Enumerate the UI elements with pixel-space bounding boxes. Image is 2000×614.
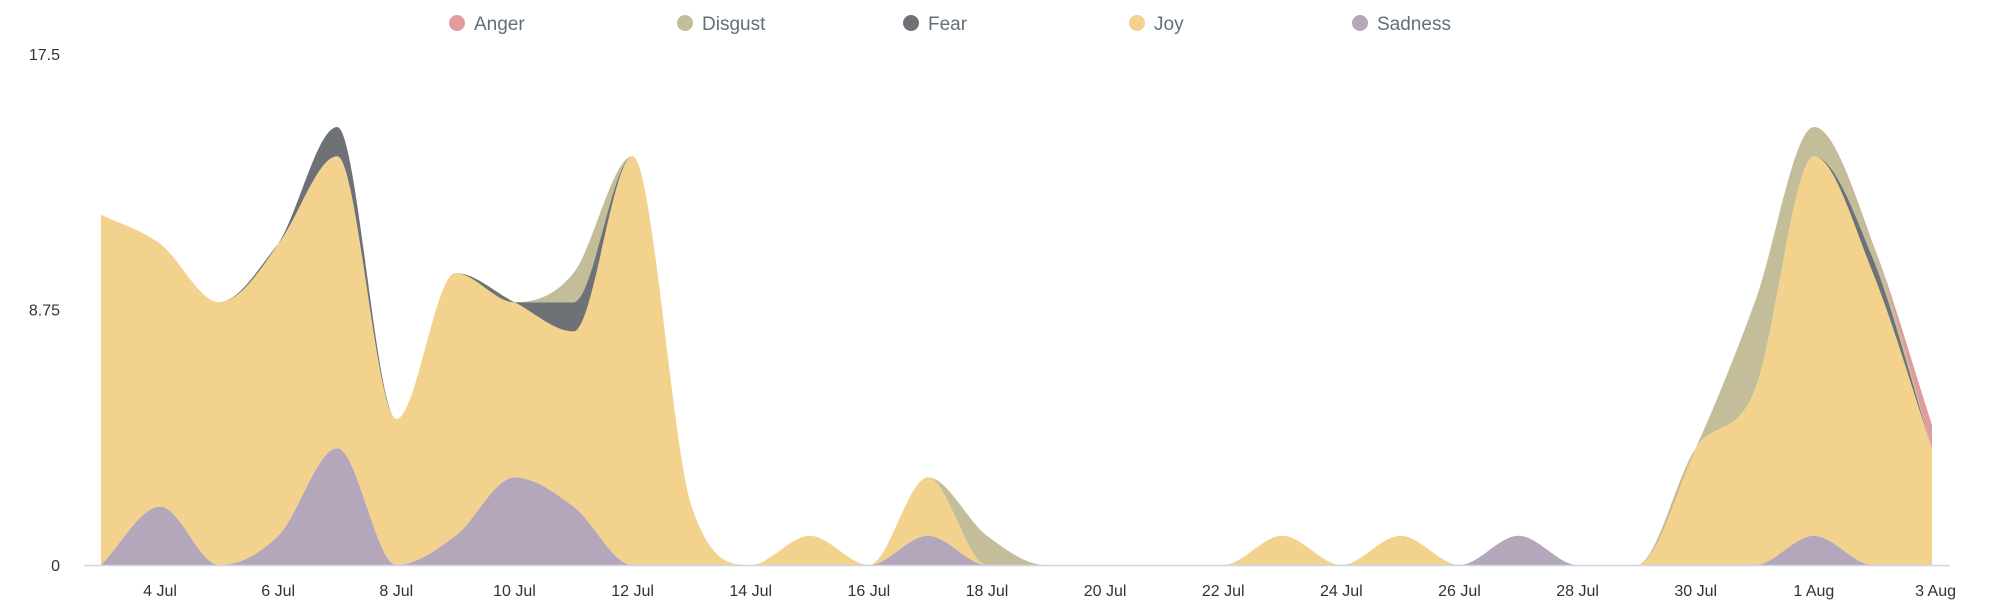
- x-tick-label: 1 Aug: [1793, 583, 1834, 600]
- x-tick-label: 30 Jul: [1674, 583, 1717, 600]
- legend-swatch: [677, 15, 693, 31]
- legend-item-joy: Joy: [1129, 14, 1184, 35]
- legend-label: Joy: [1154, 14, 1184, 35]
- legend-item-sadness: Sadness: [1352, 14, 1451, 35]
- x-axis-ticks: 4 Jul 6 Jul 8 Jul 10 Jul 12 Jul 14 Jul 16 Jul 1…: [143, 583, 1956, 600]
- y-tick-label: 17.5: [29, 47, 60, 64]
- x-tick-label: 22 Jul: [1202, 583, 1245, 600]
- x-tick-label: 4 Jul: [143, 583, 177, 600]
- area-series-sadness: [101, 448, 1932, 565]
- legend-label: Anger: [474, 14, 525, 35]
- legend-swatch: [449, 15, 465, 31]
- area-series-joy: [101, 156, 1932, 565]
- y-tick-label: 0: [51, 558, 60, 575]
- legend-swatch: [1352, 15, 1368, 31]
- legend-label: Fear: [928, 14, 968, 35]
- legend-swatch: [1129, 15, 1145, 31]
- x-tick-label: 8 Jul: [379, 583, 413, 600]
- x-tick-label: 3 Aug: [1915, 583, 1956, 600]
- legend-label: Sadness: [1377, 14, 1451, 35]
- y-tick-label: 8.75: [29, 303, 60, 320]
- x-tick-label: 12 Jul: [611, 583, 654, 600]
- legend-swatch: [903, 15, 919, 31]
- x-tick-label: 14 Jul: [729, 583, 772, 600]
- legend: Anger Disgust Fear Joy Sadness: [449, 14, 1451, 35]
- x-tick-label: 10 Jul: [493, 583, 536, 600]
- x-tick-label: 24 Jul: [1320, 583, 1363, 600]
- plot-area: [101, 127, 1932, 565]
- y-axis-ticks: 0 8.75 17.5: [29, 47, 60, 575]
- legend-item-fear: Fear: [903, 14, 968, 35]
- legend-item-anger: Anger: [449, 14, 525, 35]
- x-tick-label: 6 Jul: [261, 583, 295, 600]
- legend-item-disgust: Disgust: [677, 14, 766, 35]
- x-tick-label: 28 Jul: [1556, 583, 1599, 600]
- legend-label: Disgust: [702, 14, 766, 35]
- x-tick-label: 20 Jul: [1084, 583, 1127, 600]
- x-tick-label: 16 Jul: [847, 583, 890, 600]
- x-tick-label: 26 Jul: [1438, 583, 1481, 600]
- x-tick-label: 18 Jul: [966, 583, 1009, 600]
